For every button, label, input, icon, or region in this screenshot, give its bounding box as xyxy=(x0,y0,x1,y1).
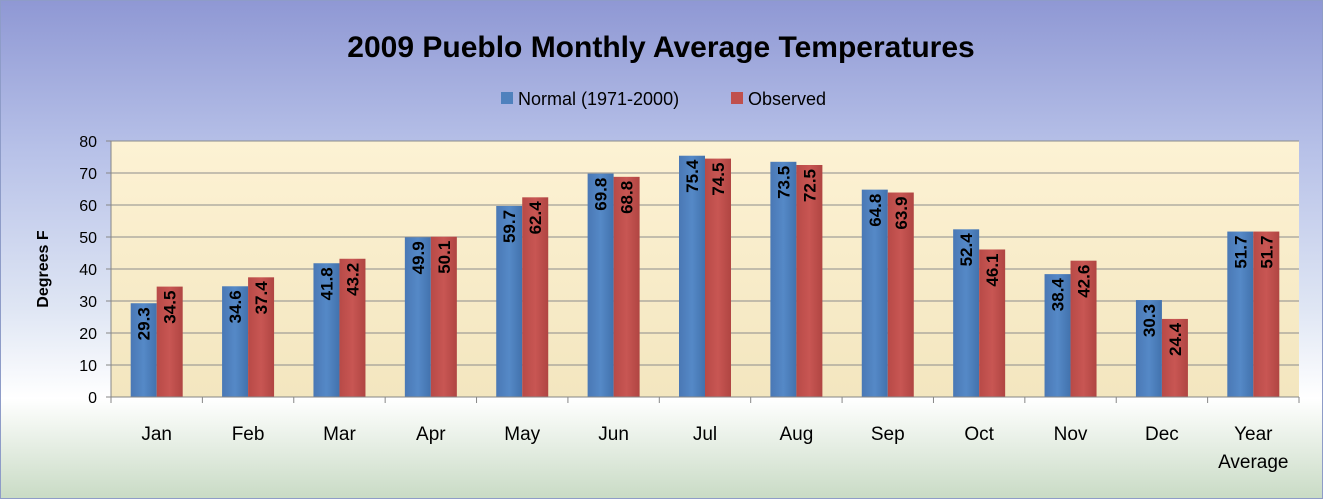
y-tick-label: 50 xyxy=(79,230,97,247)
bar-normal xyxy=(313,263,340,397)
legend-label-observed: Observed xyxy=(748,89,826,109)
bar-normal xyxy=(770,161,797,397)
legend-swatch-normal xyxy=(501,92,513,104)
bar-data-label: 74.5 xyxy=(709,163,728,196)
y-tick-label: 10 xyxy=(79,358,97,375)
bar-observed xyxy=(156,286,183,397)
y-tick-label: 40 xyxy=(79,262,97,279)
bar-normal xyxy=(587,173,614,397)
bar-observed xyxy=(979,249,1006,397)
bar-observed xyxy=(705,158,731,397)
y-tick-label: 60 xyxy=(79,198,97,215)
x-tick-label: Sep xyxy=(871,424,905,445)
legend: Normal (1971-2000) Observed xyxy=(501,89,826,109)
legend-swatch-observed xyxy=(731,92,743,104)
bar-observed xyxy=(613,176,640,397)
bar-normal xyxy=(404,237,431,397)
bar-data-label: 41.8 xyxy=(317,267,336,300)
x-tick-label: Nov xyxy=(1054,424,1088,445)
bar-data-label: 51.7 xyxy=(1257,236,1276,269)
bar-normal xyxy=(861,189,888,397)
bar-observed xyxy=(522,197,549,397)
x-tick-label: May xyxy=(504,424,540,445)
bar-data-label: 43.2 xyxy=(343,263,362,296)
bar-data-label: 68.8 xyxy=(618,181,637,214)
bar-data-label: 51.7 xyxy=(1231,236,1250,269)
bar-data-label: 49.9 xyxy=(409,241,428,274)
bar-data-label: 75.4 xyxy=(683,159,702,193)
x-tick-label: Jun xyxy=(598,424,629,445)
x-tick-label: Mar xyxy=(323,424,356,445)
legend-label-normal: Normal (1971-2000) xyxy=(518,89,679,109)
bar-data-label: 30.3 xyxy=(1140,304,1159,337)
bar-data-label: 34.6 xyxy=(226,290,245,323)
bar-normal xyxy=(496,205,523,397)
x-tick-label: Aug xyxy=(779,424,813,445)
bar-data-label: 46.1 xyxy=(983,253,1002,286)
bar-normal xyxy=(1227,231,1254,397)
bar-normal xyxy=(222,286,249,397)
bar-data-label: 62.4 xyxy=(526,201,545,235)
bar-observed xyxy=(339,258,366,397)
bar-observed xyxy=(1070,260,1097,397)
y-axis-ticks: 0 10 20 30 40 50 60 70 80 xyxy=(79,134,111,407)
y-tick-label: 0 xyxy=(88,390,97,407)
bar-observed xyxy=(248,277,275,397)
bar-data-label: 73.5 xyxy=(774,166,793,199)
bar-data-label: 59.7 xyxy=(500,210,519,243)
bar-normal xyxy=(1044,274,1071,397)
bar-normal xyxy=(130,303,157,397)
bar-observed xyxy=(1253,231,1280,397)
bar-data-label: 64.8 xyxy=(866,194,885,227)
chart-title: 2009 Pueblo Monthly Average Temperatures xyxy=(347,31,974,64)
y-tick-label: 80 xyxy=(79,134,97,151)
bar-data-label: 29.3 xyxy=(135,307,154,340)
bar-data-label: 63.9 xyxy=(892,197,911,230)
bar-observed xyxy=(1161,318,1188,397)
bar-data-label: 38.4 xyxy=(1049,278,1068,312)
x-tick-label: Feb xyxy=(232,424,265,445)
bar-observed xyxy=(796,165,823,397)
bar-data-label: 42.6 xyxy=(1075,265,1094,298)
bar-observed xyxy=(887,192,914,397)
bar-data-label: 24.4 xyxy=(1166,322,1185,356)
bar-normal xyxy=(679,155,705,397)
x-tick-label: Oct xyxy=(964,424,994,445)
bar-data-label: 72.5 xyxy=(800,169,819,202)
x-tick-label: Jan xyxy=(141,424,172,445)
bar-observed xyxy=(430,236,457,397)
y-axis-title: Degrees F xyxy=(35,230,52,308)
y-tick-label: 70 xyxy=(79,166,97,183)
x-tick-label: Year Average xyxy=(1218,424,1288,473)
bar-normal xyxy=(953,229,980,397)
x-axis-categories: Jan Feb Mar Apr May Jun Jul Aug Sep Oct Nov Dec Year… xyxy=(110,397,1300,473)
bar-data-label: 69.8 xyxy=(592,178,611,211)
x-tick-label: Jul xyxy=(693,424,717,445)
bar-data-label: 34.5 xyxy=(161,291,180,324)
bar-series: 29.3 34.5 34.6 37.4 41.8 43.2 49.9 50.1 59.7 62.4… xyxy=(130,155,1280,397)
bar-normal xyxy=(1135,300,1162,397)
bar-data-label: 52.4 xyxy=(957,233,976,267)
y-tick-label: 20 xyxy=(79,326,97,343)
bar-data-label: 37.4 xyxy=(252,281,271,315)
x-tick-label: Apr xyxy=(416,424,446,445)
x-tick-label: Dec xyxy=(1145,424,1179,445)
bar-data-label: 50.1 xyxy=(435,241,454,274)
y-tick-label: 30 xyxy=(79,294,97,311)
